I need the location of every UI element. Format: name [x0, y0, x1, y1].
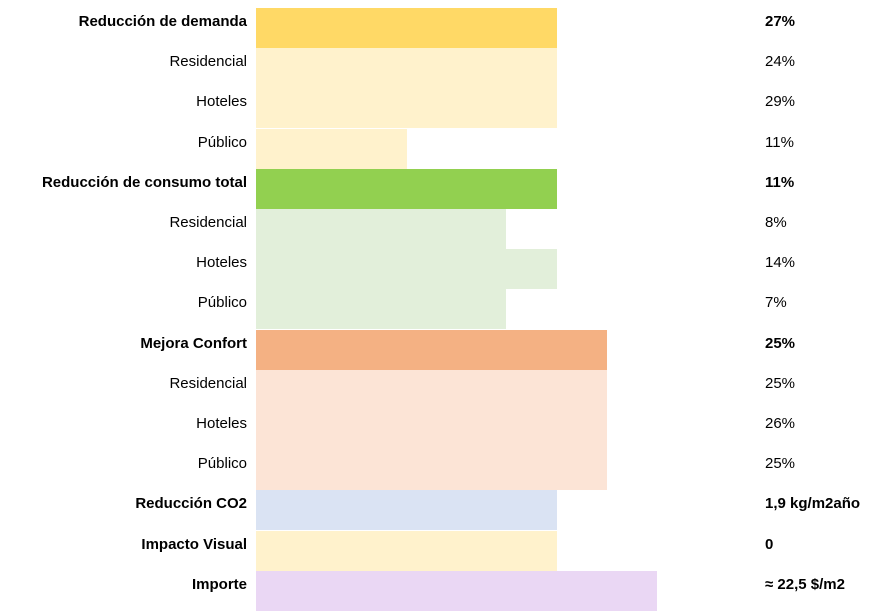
- bar: [256, 289, 506, 330]
- bar: [256, 128, 407, 169]
- item-row: Hoteles 29%: [0, 88, 888, 129]
- section-row: Impacto Visual 0: [0, 530, 888, 571]
- bar: [256, 329, 607, 370]
- row-label: Hoteles: [196, 93, 247, 111]
- section-row: Mejora Confort 25%: [0, 329, 888, 370]
- section-row: Reducción de consumo total 11%: [0, 168, 888, 209]
- row-label: Público: [197, 294, 247, 312]
- bar: [256, 48, 557, 89]
- bar: [256, 249, 557, 290]
- row-value: 25%: [765, 334, 796, 352]
- bar: [256, 450, 607, 491]
- section-row: Importe ≈ 22,5 $/m2: [0, 570, 888, 611]
- row-value: 0: [765, 535, 774, 553]
- item-row: Público 7%: [0, 289, 888, 330]
- row-label: Mejora Confort: [140, 334, 247, 352]
- section-row: Reducción de demanda 27%: [0, 8, 888, 48]
- row-label: Hoteles: [196, 254, 247, 272]
- row-label: Impacto Visual: [141, 535, 247, 553]
- row-value: 1,9 kg/m2año: [765, 495, 861, 513]
- row-value: 24%: [765, 53, 796, 71]
- row-label: Residencial: [169, 374, 247, 392]
- row-label: Público: [197, 455, 247, 473]
- row-value: 25%: [765, 374, 796, 392]
- row-value: 26%: [765, 415, 796, 432]
- row-label: Reducción de consumo total: [41, 173, 247, 191]
- row-value: 8%: [765, 214, 787, 231]
- bar: [256, 410, 607, 450]
- item-row: Público 25%: [0, 450, 888, 491]
- bar: [256, 530, 557, 571]
- row-label: Residencial: [169, 53, 247, 71]
- bar: [256, 88, 557, 129]
- row-value: 25%: [765, 455, 796, 473]
- row-label: Público: [197, 133, 247, 151]
- row-label: Reducción de demanda: [78, 13, 247, 30]
- bar: [256, 570, 657, 611]
- bar: [256, 209, 506, 249]
- row-value: 27%: [765, 13, 796, 30]
- row-value: 11%: [765, 173, 795, 191]
- item-row: Residencial 8%: [0, 209, 888, 249]
- item-row: Residencial 25%: [0, 369, 888, 410]
- bar: [256, 369, 607, 410]
- item-row: Público 11%: [0, 128, 888, 169]
- bar: [256, 168, 557, 209]
- bar: [256, 490, 557, 531]
- item-row: Hoteles 14%: [0, 249, 888, 290]
- row-value: 7%: [765, 294, 787, 312]
- row-label: Hoteles: [196, 415, 247, 432]
- row-value: 29%: [765, 93, 796, 111]
- row-label: Residencial: [169, 214, 247, 231]
- row-label: Reducción CO2: [135, 495, 247, 513]
- item-row: Hoteles 26%: [0, 410, 888, 450]
- bar: [256, 8, 557, 48]
- row-label: Importe: [191, 575, 247, 593]
- item-row: Residencial 24%: [0, 48, 888, 89]
- row-value: 14%: [765, 254, 796, 272]
- row-value: ≈ 22,5 $/m2: [765, 575, 845, 593]
- row-value: 11%: [765, 133, 794, 151]
- section-row: Reducción CO2 1,9 kg/m2año: [0, 490, 888, 531]
